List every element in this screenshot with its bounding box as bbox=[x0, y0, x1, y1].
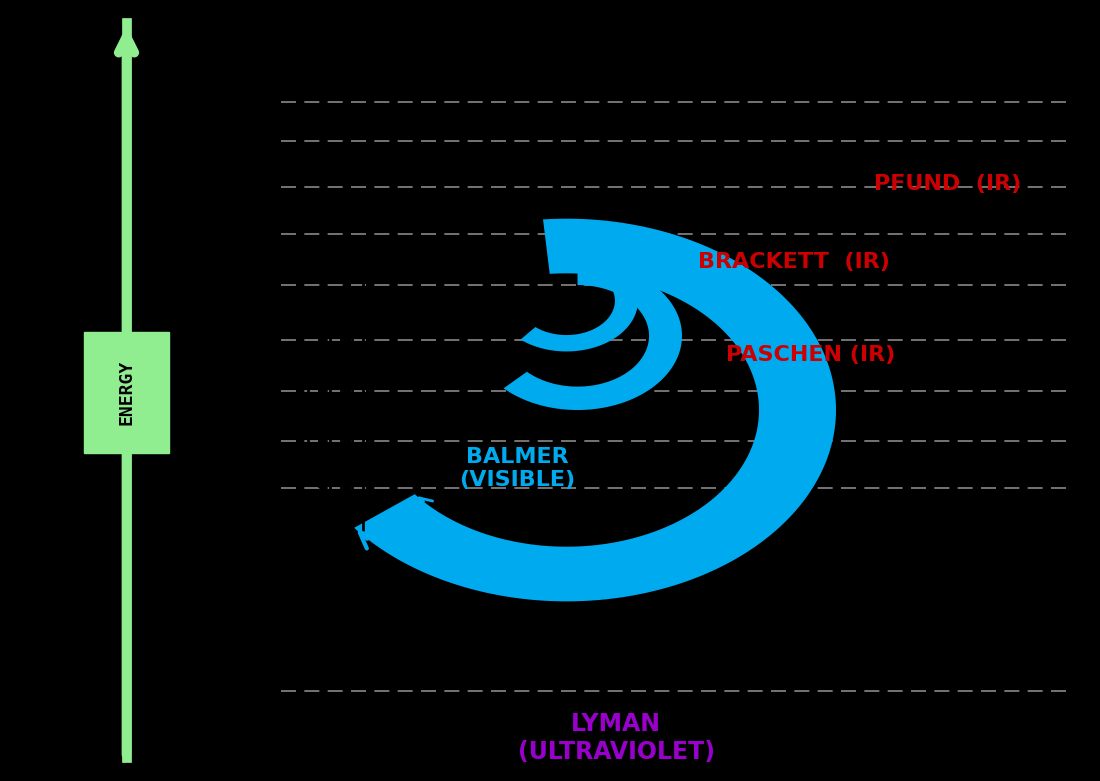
Text: BALMER
(VISIBLE): BALMER (VISIBLE) bbox=[459, 447, 575, 490]
Text: LYMAN
(ULTRAVIOLET): LYMAN (ULTRAVIOLET) bbox=[517, 712, 715, 764]
Text: PASCHEN (IR): PASCHEN (IR) bbox=[726, 345, 895, 366]
Text: ENERGY: ENERGY bbox=[118, 360, 135, 425]
Text: BRACKETT  (IR): BRACKETT (IR) bbox=[698, 251, 890, 272]
Bar bbox=[84, 332, 169, 453]
Text: PFUND  (IR): PFUND (IR) bbox=[874, 173, 1022, 194]
Polygon shape bbox=[354, 219, 836, 601]
Polygon shape bbox=[504, 262, 682, 410]
Polygon shape bbox=[520, 251, 638, 351]
